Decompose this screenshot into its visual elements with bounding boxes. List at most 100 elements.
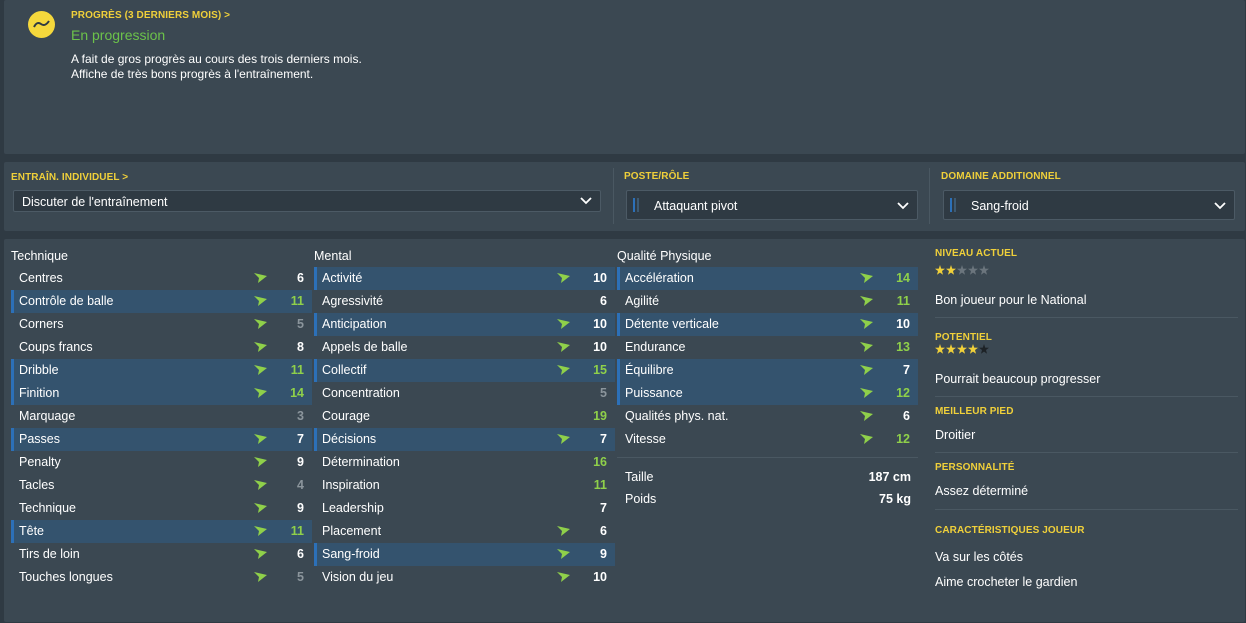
attribute-name: Inspiration — [322, 478, 380, 492]
trend-up-arrow-icon — [860, 388, 873, 398]
trend-up-arrow-icon — [557, 365, 570, 375]
attribute-name: Placement — [322, 524, 382, 538]
divider — [617, 457, 918, 458]
potential-stars — [935, 344, 989, 354]
attribute-row[interactable]: Accélération 14 — [617, 267, 918, 290]
attribute-row[interactable]: Puissance 12 — [617, 382, 918, 405]
attribute-row[interactable]: Décisions 7 — [314, 428, 615, 451]
trend-up-arrow-icon — [860, 411, 873, 421]
attribute-row[interactable]: Touches longues 5 — [11, 566, 312, 589]
trend-up-arrow-icon — [254, 457, 267, 467]
attribute-row[interactable]: Inspiration 11 — [314, 474, 615, 497]
attribute-row[interactable]: Qualités phys. nat. 6 — [617, 405, 918, 428]
attribute-name: Équilibre — [625, 363, 674, 377]
attribute-row[interactable]: Tacles 4 — [11, 474, 312, 497]
attribute-value: 7 — [903, 363, 910, 377]
personality-label: PERSONNALITÉ — [935, 462, 1015, 473]
attribute-row[interactable]: Coups francs 8 — [11, 336, 312, 359]
attribute-row[interactable]: Agilité 11 — [617, 290, 918, 313]
attribute-row[interactable]: Tirs de loin 6 — [11, 543, 312, 566]
attribute-row[interactable]: Activité 10 — [314, 267, 615, 290]
mental-attributes: Activité 10 Agressivité 6 Anticipation 10 Appe… — [314, 267, 615, 589]
attribute-row[interactable]: Centres 6 — [11, 267, 312, 290]
trend-icon — [28, 11, 55, 38]
attribute-row[interactable]: Équilibre 7 — [617, 359, 918, 382]
attribute-row[interactable]: Tête 11 — [11, 520, 312, 543]
trend-up-arrow-icon — [557, 572, 570, 582]
progress-description: Affiche de très bons progrès à l'entraîn… — [71, 67, 314, 81]
trend-up-arrow-icon — [254, 365, 267, 375]
additional-focus-dropdown[interactable]: Sang-froid — [943, 190, 1235, 220]
additional-focus-label: DOMAINE ADDITIONNEL — [941, 171, 1061, 182]
attribute-value: 6 — [297, 271, 304, 285]
attribute-row[interactable]: Endurance 13 — [617, 336, 918, 359]
attribute-row[interactable]: Technique 9 — [11, 497, 312, 520]
attribute-row[interactable]: Collectif 15 — [314, 359, 615, 382]
current-ability-stars — [935, 265, 989, 275]
attribute-name: Technique — [19, 501, 76, 515]
attribute-name: Anticipation — [322, 317, 387, 331]
attribute-name: Passes — [19, 432, 60, 446]
attribute-value: 12 — [896, 386, 910, 400]
attribute-name: Détente verticale — [625, 317, 719, 331]
attribute-value: 13 — [896, 340, 910, 354]
attribute-row[interactable]: Placement 6 — [314, 520, 615, 543]
attribute-row[interactable]: Marquage 3 — [11, 405, 312, 428]
attribute-name: Vitesse — [625, 432, 666, 446]
attribute-value: 10 — [593, 317, 607, 331]
attribute-value: 19 — [593, 409, 607, 423]
attribute-value: 8 — [297, 340, 304, 354]
attribute-row[interactable]: Dribble 11 — [11, 359, 312, 382]
star-empty-icon — [957, 265, 967, 275]
dropdown-value: Discuter de l'entraînement — [22, 195, 168, 209]
height-label: Taille — [625, 470, 654, 484]
progress-link[interactable]: PROGRÈS (3 DERNIERS MOIS) > — [71, 10, 231, 21]
trend-up-arrow-icon — [254, 480, 267, 490]
current-ability-text: Bon joueur pour le National — [935, 293, 1087, 307]
star-empty-icon — [979, 344, 989, 354]
role-dropdown[interactable]: Attaquant pivot — [626, 190, 918, 220]
preferred-foot-label: MEILLEUR PIED — [935, 406, 1014, 417]
attribute-value: 7 — [600, 501, 607, 515]
attribute-row[interactable]: Corners 5 — [11, 313, 312, 336]
attribute-row[interactable]: Vision du jeu 10 — [314, 566, 615, 589]
attribute-value: 4 — [297, 478, 304, 492]
player-trait: Va sur les côtés — [935, 550, 1024, 564]
personality-value: Assez déterminé — [935, 484, 1029, 498]
individual-training-link[interactable]: ENTRAÎN. INDIVIDUEL > — [11, 172, 129, 183]
attribute-row[interactable]: Leadership 7 — [314, 497, 615, 520]
attribute-name: Vision du jeu — [322, 570, 394, 584]
trend-up-arrow-icon — [860, 342, 873, 352]
attribute-row[interactable]: Finition 14 — [11, 382, 312, 405]
star-filled-icon — [935, 265, 945, 275]
trend-up-arrow-icon — [860, 365, 873, 375]
individual-training-dropdown[interactable]: Discuter de l'entraînement — [13, 190, 601, 212]
attribute-row[interactable]: Anticipation 10 — [314, 313, 615, 336]
trend-up-arrow-icon — [254, 273, 267, 283]
attribute-name: Appels de balle — [322, 340, 408, 354]
trend-up-arrow-icon — [557, 319, 570, 329]
attribute-row[interactable]: Passes 7 — [11, 428, 312, 451]
attribute-row[interactable]: Détermination 16 — [314, 451, 615, 474]
attribute-row[interactable]: Penalty 9 — [11, 451, 312, 474]
attribute-name: Touches longues — [19, 570, 113, 584]
attribute-row[interactable]: Appels de balle 10 — [314, 336, 615, 359]
trend-up-arrow-icon — [860, 319, 873, 329]
attribute-value: 5 — [600, 386, 607, 400]
attribute-row[interactable]: Détente verticale 10 — [617, 313, 918, 336]
trend-up-arrow-icon — [557, 273, 570, 283]
attribute-name: Concentration — [322, 386, 400, 400]
attribute-row[interactable]: Sang-froid 9 — [314, 543, 615, 566]
attribute-name: Tacles — [19, 478, 55, 492]
attribute-row[interactable]: Agressivité 6 — [314, 290, 615, 313]
attribute-name: Centres — [19, 271, 63, 285]
attribute-row[interactable]: Contrôle de balle 11 — [11, 290, 312, 313]
attribute-name: Tête — [19, 524, 45, 538]
attribute-row[interactable]: Courage 19 — [314, 405, 615, 428]
attribute-row[interactable]: Vitesse 12 — [617, 428, 918, 451]
attribute-value: 10 — [593, 570, 607, 584]
attribute-row[interactable]: Concentration 5 — [314, 382, 615, 405]
focus-icon — [950, 198, 956, 212]
star-empty-icon — [979, 265, 989, 275]
potential-text: Pourrait beaucoup progresser — [935, 372, 1101, 386]
